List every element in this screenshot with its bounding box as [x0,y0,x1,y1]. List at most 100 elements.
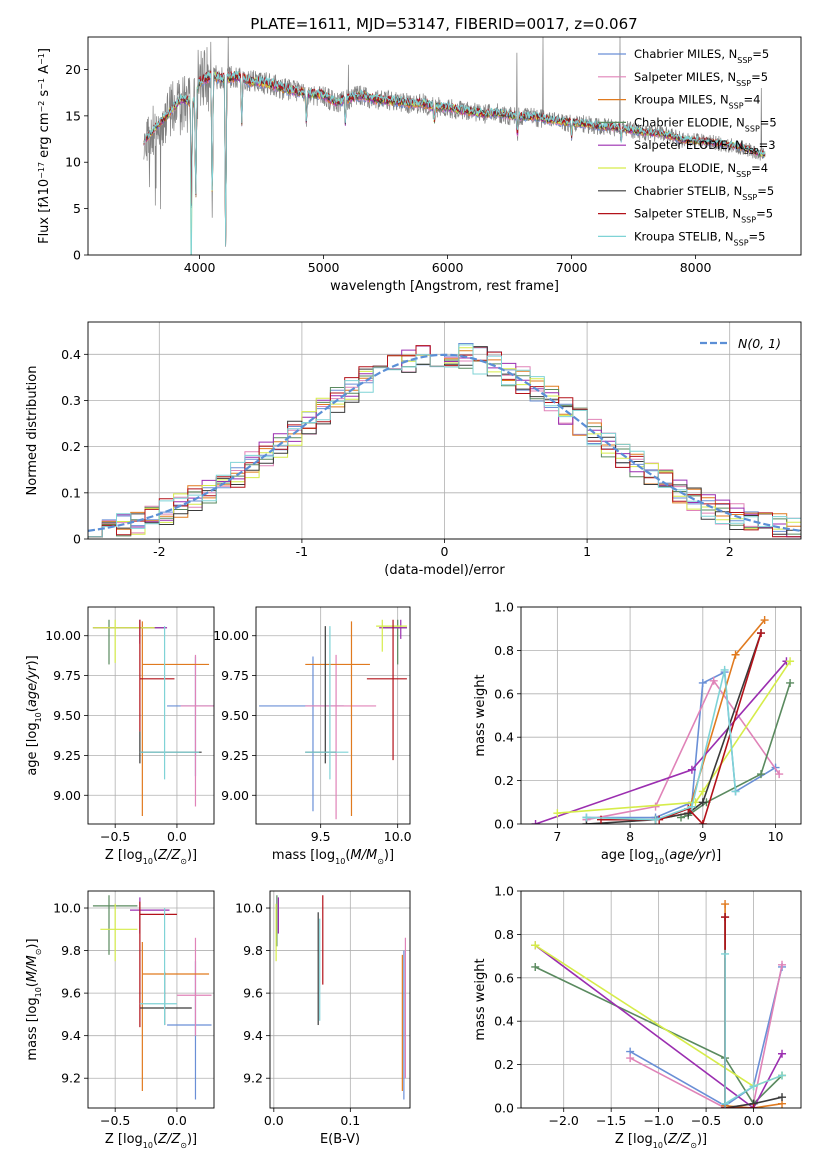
legend-entry: Kroupa MILES, NSSP=4 [634,93,760,111]
legend-entry: Salpeter MILES, NSSP=5 [634,70,768,88]
weight-marker [698,787,707,796]
weight-marker [721,900,730,909]
y-tick-label: 1.0 [494,884,514,899]
x-axis-label: Z [log10(Z/Z⊙)] [615,1132,707,1150]
y-tick-label: 10.0 [235,901,263,916]
weight-line-chabrier-stelib [586,632,762,824]
errorbar-chabrier-miles [167,961,212,1100]
weight-marker [709,676,718,685]
weight-marker [531,820,540,824]
weight-marker [757,629,765,638]
y-tick-label: 9.25 [221,748,249,763]
legend-entry: Chabrier STELIB, NSSP=5 [634,184,774,202]
legend-entry: Chabrier MILES, NSSP=5 [634,47,769,65]
y-axis-label: mass weight [473,674,488,756]
errorbar-kroupa-elodie [92,619,155,663]
errorbar-salpeter-stelib [139,619,175,732]
normal-curve [88,353,801,532]
plot-area [259,619,407,820]
errorbar-chabrier-stelib [139,971,192,1026]
model-spectrum-kroupa-stelib [143,70,766,255]
x-tick-label: 9.5 [311,829,331,844]
weight-marker [687,765,696,774]
weight-line-salpeter-elodie [535,660,788,824]
y-tick-label: 9.6 [61,986,81,1001]
y-tick-label: 0.0 [494,1101,514,1116]
x-axis-label: (data-model)/error [384,563,505,578]
weight-marker [721,949,730,958]
weight-marker [731,787,740,796]
weight-marker [698,798,707,807]
x-tick-label: 0.0 [744,1113,764,1128]
errorbar-chabrier-elodie [92,619,165,665]
legend-entry: N(0, 1) [738,336,781,351]
plot-area [531,616,795,824]
weight-marker [786,678,795,687]
x-tick-label: 7 [553,829,561,844]
legend-entry: Chabrier ELODIE, NSSP=5 [634,115,777,132]
weight-line-chabrier-elodie [534,966,783,1105]
weight-marker [721,913,730,922]
x-tick-label: 0.0 [167,829,187,844]
errorbar-chabrier-stelib [139,731,202,764]
axes-frame [255,606,411,825]
panel-age_vs_Z: −0.5 0.0 9.00 9.25 9.50 9.75 10.00 Z [log10(Z/Z… [25,606,215,866]
y-tick-label: 9.50 [221,708,249,723]
errorbar-kroupa-stelib [139,908,177,1026]
y-tick-label: 9.00 [53,788,81,803]
x-tick-label: 7000 [556,260,588,275]
y-tick-label: 0.2 [494,1057,514,1072]
y-tick-label: 0.4 [61,347,81,362]
axes-frame [87,321,802,540]
errorbar-salpeter-miles [305,654,377,820]
errorbar-kroupa-miles [305,621,370,817]
y-tick-label: 10.00 [213,628,249,643]
weight-marker [749,1104,758,1108]
weight-marker [698,820,707,824]
y-tick-label: 0.4 [494,730,514,745]
y-tick-label: 0.0 [494,817,514,832]
weight-marker [651,815,660,824]
weight-line-salpeter-stelib [724,917,754,1108]
panel-mass_vs_Z: −0.5 0.0 9.2 9.4 9.6 9.8 10.0 Z [log10(Z/Z⊙)] ma… [25,890,215,1150]
weight-marker [778,1049,787,1058]
weight-marker [720,665,729,674]
y-tick-label: 9.25 [53,748,81,763]
panel-weight_vs_Z: −2.0 −1.5 −1.0 −0.5 0.0 0.0 0.2 0.4 0.6 0.8 1.0 Z [… [473,884,802,1150]
observed-spectrum-line [143,37,766,247]
weight-marker [582,813,591,822]
weight-line-kroupa-miles [655,619,766,821]
legend-entry: Kroupa ELODIE, NSSP=4 [634,161,768,179]
x-tick-label: -1 [296,544,308,559]
panel-residuals: -2 -1 0 1 2 0 0.1 0.2 0.3 0.4 (data-model)/error No… [25,321,802,578]
y-tick-label: 9.6 [243,986,263,1001]
y-tick-label: 0.8 [494,643,514,658]
axes-frame [520,890,802,1109]
x-tick-label: 5000 [308,260,340,275]
weight-marker [651,802,660,811]
x-axis-label: wavelength [Angstrom, rest frame] [330,279,559,294]
y-tick-label: 9.50 [53,708,81,723]
weight-line-kroupa-elodie [557,660,791,814]
weight-marker [778,1093,787,1102]
errorbar-chabrier-miles [167,656,214,777]
legend-entry: Salpeter STELIB, NSSP=5 [634,207,773,225]
y-tick-label: 10.00 [45,628,81,643]
weight-marker [597,815,605,824]
y-tick-label: 9.75 [221,668,249,683]
plot-area [275,895,407,1100]
errorbar-kroupa-stelib [305,626,349,780]
weight-marker [778,1071,787,1080]
legend-entry: Salpeter ELODIE, NSSP=3 [634,138,776,156]
weight-line-salpeter-elodie [534,944,783,1108]
x-tick-label: −0.5 [100,829,130,844]
spectrum-legend: Chabrier MILES, NSSP=5 Salpeter MILES, NS… [598,47,777,247]
y-tick-label: 9.00 [221,788,249,803]
weight-line-salpeter-stelib [601,632,762,824]
histogram-kroupa-stelib [88,344,801,538]
errorbar-kroupa-miles [141,942,210,1091]
x-tick-label: −0.5 [100,1113,130,1128]
y-tick-label: 9.4 [243,1028,263,1043]
y-axis-label: mass weight [473,958,488,1040]
weight-marker [698,678,707,687]
